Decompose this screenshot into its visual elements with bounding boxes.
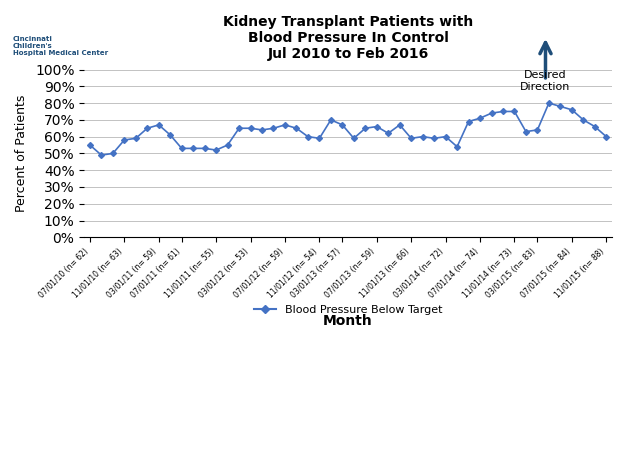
Text: Cincinnati
Children's
Hospital Medical Center: Cincinnati Children's Hospital Medical C… <box>13 36 108 56</box>
Legend: Blood Pressure Below Target: Blood Pressure Below Target <box>250 300 447 319</box>
Title: Kidney Transplant Patients with
Blood Pressure In Control
Jul 2010 to Feb 2016: Kidney Transplant Patients with Blood Pr… <box>223 15 473 62</box>
Text: Desired
Direction: Desired Direction <box>520 70 571 92</box>
X-axis label: Month: Month <box>323 314 373 328</box>
Y-axis label: Percent of Patients: Percent of Patients <box>15 95 28 212</box>
